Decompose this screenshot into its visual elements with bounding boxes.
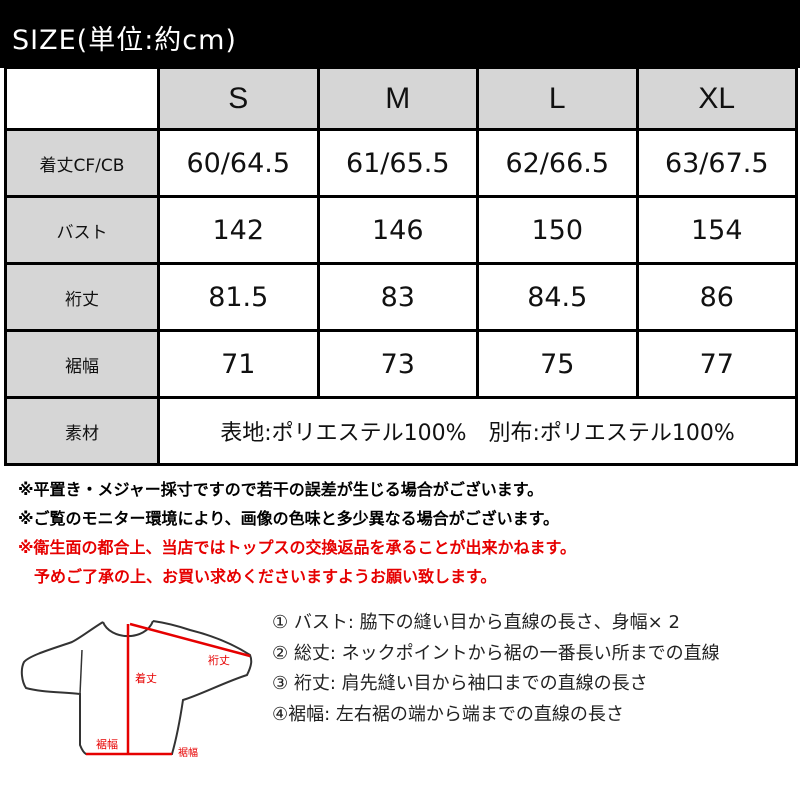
sleeve-line xyxy=(129,622,251,658)
hem-label: 裾幅 xyxy=(96,737,118,751)
cell: 62/66.5 xyxy=(476,128,639,198)
sleeve-seam xyxy=(79,649,83,695)
cell: 60/64.5 xyxy=(157,128,320,198)
length-label: 着丈 xyxy=(135,671,157,685)
note-warning: 予めご了承の上、お買い求めくださいますようお願い致します。 xyxy=(18,567,497,586)
material-row: 素材 表地:ポリエステル100% 別布:ポリエステル100% xyxy=(4,396,798,466)
guide-item: ④裾幅: 左右裾の端から端までの直線の長さ xyxy=(272,703,624,725)
corner-cell xyxy=(4,66,160,131)
size-xl: XL xyxy=(635,66,798,131)
cell: 75 xyxy=(476,329,639,399)
note: ※平置き・メジャー採寸ですので若干の誤差が生じる場合がございます。 xyxy=(18,480,544,499)
row-label: 裄丈 xyxy=(4,262,160,332)
measurement-guide: ① バスト: 脇下の縫い目から直線の長さ、身幅× 2 ② 総丈: ネックポイント… xyxy=(272,608,720,730)
row-label: 着丈CF/CB xyxy=(4,128,160,198)
cell: 86 xyxy=(635,262,798,332)
cell: 150 xyxy=(476,195,639,265)
material-value: 表地:ポリエステル100% 別布:ポリエステル100% xyxy=(157,396,798,466)
cell: 73 xyxy=(316,329,479,399)
table-row: 着丈CF/CB 60/64.5 61/65.5 62/66.5 63/67.5 xyxy=(4,128,798,198)
cell: 83 xyxy=(316,262,479,332)
cell: 61/65.5 xyxy=(316,128,479,198)
hem-label-2: 裾幅 xyxy=(178,746,198,759)
table-row: 裄丈 81.5 83 84.5 86 xyxy=(4,262,798,332)
row-label: 裾幅 xyxy=(4,329,160,399)
table-row: バスト 142 146 150 154 xyxy=(4,195,798,265)
material-label: 素材 xyxy=(4,396,160,466)
sleeve-label: 裄丈 xyxy=(208,654,230,667)
size-header-row: S M L XL xyxy=(4,66,798,131)
notes: ※平置き・メジャー採寸ですので若干の誤差が生じる場合がございます。 ※ご覧のモニ… xyxy=(18,475,576,591)
chart-title: SIZE(単位:約cm) xyxy=(0,0,800,68)
cell: 146 xyxy=(316,195,479,265)
cell: 84.5 xyxy=(476,262,639,332)
cell: 63/67.5 xyxy=(635,128,798,198)
size-m: M xyxy=(316,66,479,131)
guide-item: ① バスト: 脇下の縫い目から直線の長さ、身幅× 2 xyxy=(272,612,680,633)
cell: 81.5 xyxy=(157,262,320,332)
row-label: バスト xyxy=(4,195,160,265)
note: ※ご覧のモニター環境により、画像の色味と多少異なる場合がございます。 xyxy=(18,509,559,528)
garment-diagram: 着丈 裄丈 裾幅 裾幅 xyxy=(20,620,253,759)
note-warning: ※衛生面の都合上、当店ではトップスの交換返品を承ることが出来かねます。 xyxy=(18,538,576,557)
guide-item: ② 総丈: ネックポイントから裾の一番長い所までの直線 xyxy=(272,642,720,664)
size-l: L xyxy=(476,66,639,131)
cell: 77 xyxy=(635,329,798,399)
size-s: S xyxy=(157,66,320,131)
garment-outline xyxy=(20,620,253,755)
guide-item: ③ 裄丈: 肩先縫い目から袖口までの直線の長さ xyxy=(272,673,648,694)
size-table: S M L XL 着丈CF/CB 60/64.5 61/65.5 62/66.5 63/… xyxy=(4,66,798,466)
cell: 142 xyxy=(157,195,320,265)
table-row: 裾幅 71 73 75 77 xyxy=(4,329,798,399)
cell: 71 xyxy=(157,329,320,399)
cell: 154 xyxy=(635,195,798,265)
